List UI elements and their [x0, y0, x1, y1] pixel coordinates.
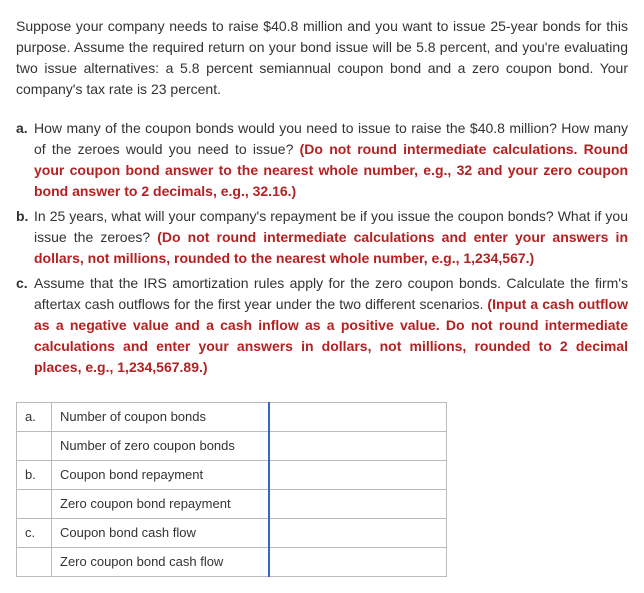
question-b: b. In 25 years, what will your company's…: [16, 206, 628, 269]
row-label: Zero coupon bond repayment: [52, 490, 270, 519]
answer-input[interactable]: [269, 403, 447, 432]
row-label: Zero coupon bond cash flow: [52, 548, 270, 577]
answer-input[interactable]: [269, 490, 447, 519]
question-c: c. Assume that the IRS amortization rule…: [16, 273, 628, 378]
answer-input[interactable]: [269, 432, 447, 461]
row-label: Number of zero coupon bonds: [52, 432, 270, 461]
table-row: b. Coupon bond repayment: [17, 461, 447, 490]
answer-input[interactable]: [269, 461, 447, 490]
table-row: Zero coupon bond repayment: [17, 490, 447, 519]
row-letter: [17, 490, 52, 519]
row-letter: [17, 432, 52, 461]
question-letter: b.: [16, 206, 34, 269]
table-row: a. Number of coupon bonds: [17, 403, 447, 432]
table-row: Zero coupon bond cash flow: [17, 548, 447, 577]
row-letter: c.: [17, 519, 52, 548]
question-body: In 25 years, what will your company's re…: [34, 206, 628, 269]
answer-table: a. Number of coupon bonds Number of zero…: [16, 402, 447, 577]
question-letter: c.: [16, 273, 34, 378]
row-label: Number of coupon bonds: [52, 403, 270, 432]
row-letter: b.: [17, 461, 52, 490]
answer-input[interactable]: [269, 519, 447, 548]
question-body: How many of the coupon bonds would you n…: [34, 118, 628, 202]
question-list: a. How many of the coupon bonds would yo…: [16, 118, 628, 378]
table-row: Number of zero coupon bonds: [17, 432, 447, 461]
row-letter: [17, 548, 52, 577]
row-label: Coupon bond cash flow: [52, 519, 270, 548]
row-label: Coupon bond repayment: [52, 461, 270, 490]
question-letter: a.: [16, 118, 34, 202]
answer-input[interactable]: [269, 548, 447, 577]
table-row: c. Coupon bond cash flow: [17, 519, 447, 548]
question-body: Assume that the IRS amortization rules a…: [34, 273, 628, 378]
row-letter: a.: [17, 403, 52, 432]
problem-intro: Suppose your company needs to raise $40.…: [16, 16, 628, 100]
question-a: a. How many of the coupon bonds would yo…: [16, 118, 628, 202]
